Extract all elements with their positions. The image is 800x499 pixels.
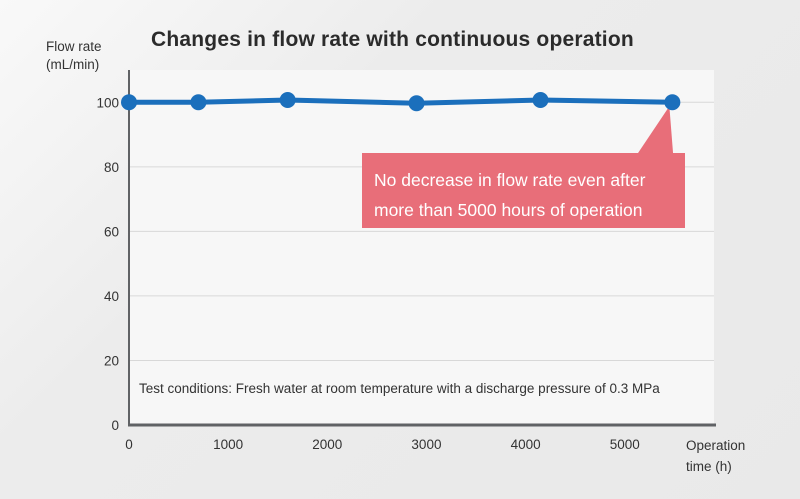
callout-text-line2: more than 5000 hours of operation bbox=[374, 200, 643, 220]
y-axis-title: Flow rate (mL/min) bbox=[46, 38, 102, 74]
callout-bubble: No decrease in flow rate even after more… bbox=[362, 153, 685, 228]
x-tick-label: 2000 bbox=[312, 437, 342, 452]
data-point bbox=[279, 92, 296, 109]
callout-text-line1: No decrease in flow rate even after bbox=[374, 170, 646, 190]
x-axis-title-line1: Operation bbox=[686, 438, 746, 453]
data-point bbox=[190, 94, 207, 111]
data-point bbox=[121, 94, 137, 111]
y-tick-label: 100 bbox=[96, 95, 119, 110]
y-axis-title-line1: Flow rate bbox=[46, 39, 102, 54]
y-tick-label: 20 bbox=[104, 353, 119, 368]
x-tick-label: 4000 bbox=[511, 437, 541, 452]
y-tick-label: 60 bbox=[104, 224, 119, 239]
data-point bbox=[532, 92, 549, 109]
x-tick-label: 0 bbox=[125, 437, 133, 452]
data-point bbox=[408, 95, 425, 112]
plot-area bbox=[129, 70, 714, 425]
y-tick-label: 0 bbox=[111, 418, 119, 433]
chart-title: Changes in flow rate with continuous ope… bbox=[151, 28, 634, 51]
flow-rate-line bbox=[129, 97, 673, 106]
y-tick-label: 80 bbox=[104, 160, 119, 175]
x-axis-title: Operation time (h) bbox=[686, 435, 745, 477]
x-tick-label: 1000 bbox=[213, 437, 243, 452]
x-axis-title-line2: time (h) bbox=[686, 459, 732, 474]
y-axis-title-line2: (mL/min) bbox=[46, 57, 100, 72]
x-tick-label: 3000 bbox=[411, 437, 441, 452]
y-tick-label: 40 bbox=[104, 289, 119, 304]
x-tick-label: 5000 bbox=[610, 437, 640, 452]
data-point bbox=[664, 94, 681, 111]
test-conditions-note: Test conditions: Fresh water at room tem… bbox=[139, 381, 660, 396]
callout-pointer bbox=[635, 106, 674, 157]
